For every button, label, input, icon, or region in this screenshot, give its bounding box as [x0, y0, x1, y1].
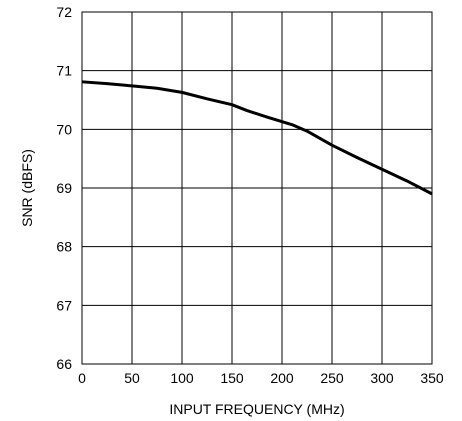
y-tick-label: 72: [56, 4, 72, 20]
grid-lines: [82, 12, 432, 364]
x-tick-label: 50: [124, 370, 140, 386]
x-tick-label: 100: [170, 370, 194, 386]
y-tick-label: 71: [56, 63, 72, 79]
y-tick-label: 67: [56, 297, 72, 313]
y-tick-label: 68: [56, 239, 72, 255]
y-tick-label: 69: [56, 180, 72, 196]
y-axis-title: SNR (dBFS): [19, 149, 35, 227]
x-tick-label: 250: [320, 370, 344, 386]
tick-labels: 0 50 100 150 200 250 300 350 66 67 68 69 70 71 72: [56, 4, 443, 386]
x-tick-label: 200: [270, 370, 294, 386]
data-series: [81, 80, 433, 196]
y-tick-label: 70: [56, 121, 72, 137]
x-tick-label: 0: [78, 370, 86, 386]
x-tick-label: 150: [220, 370, 244, 386]
x-tick-label: 300: [370, 370, 394, 386]
x-tick-label: 350: [420, 370, 444, 386]
x-axis-title: INPUT FREQUENCY (MHz): [169, 401, 344, 417]
series-line-0: [81, 80, 433, 196]
y-tick-label: 66: [56, 356, 72, 372]
plot-area-frame: [81, 11, 433, 365]
